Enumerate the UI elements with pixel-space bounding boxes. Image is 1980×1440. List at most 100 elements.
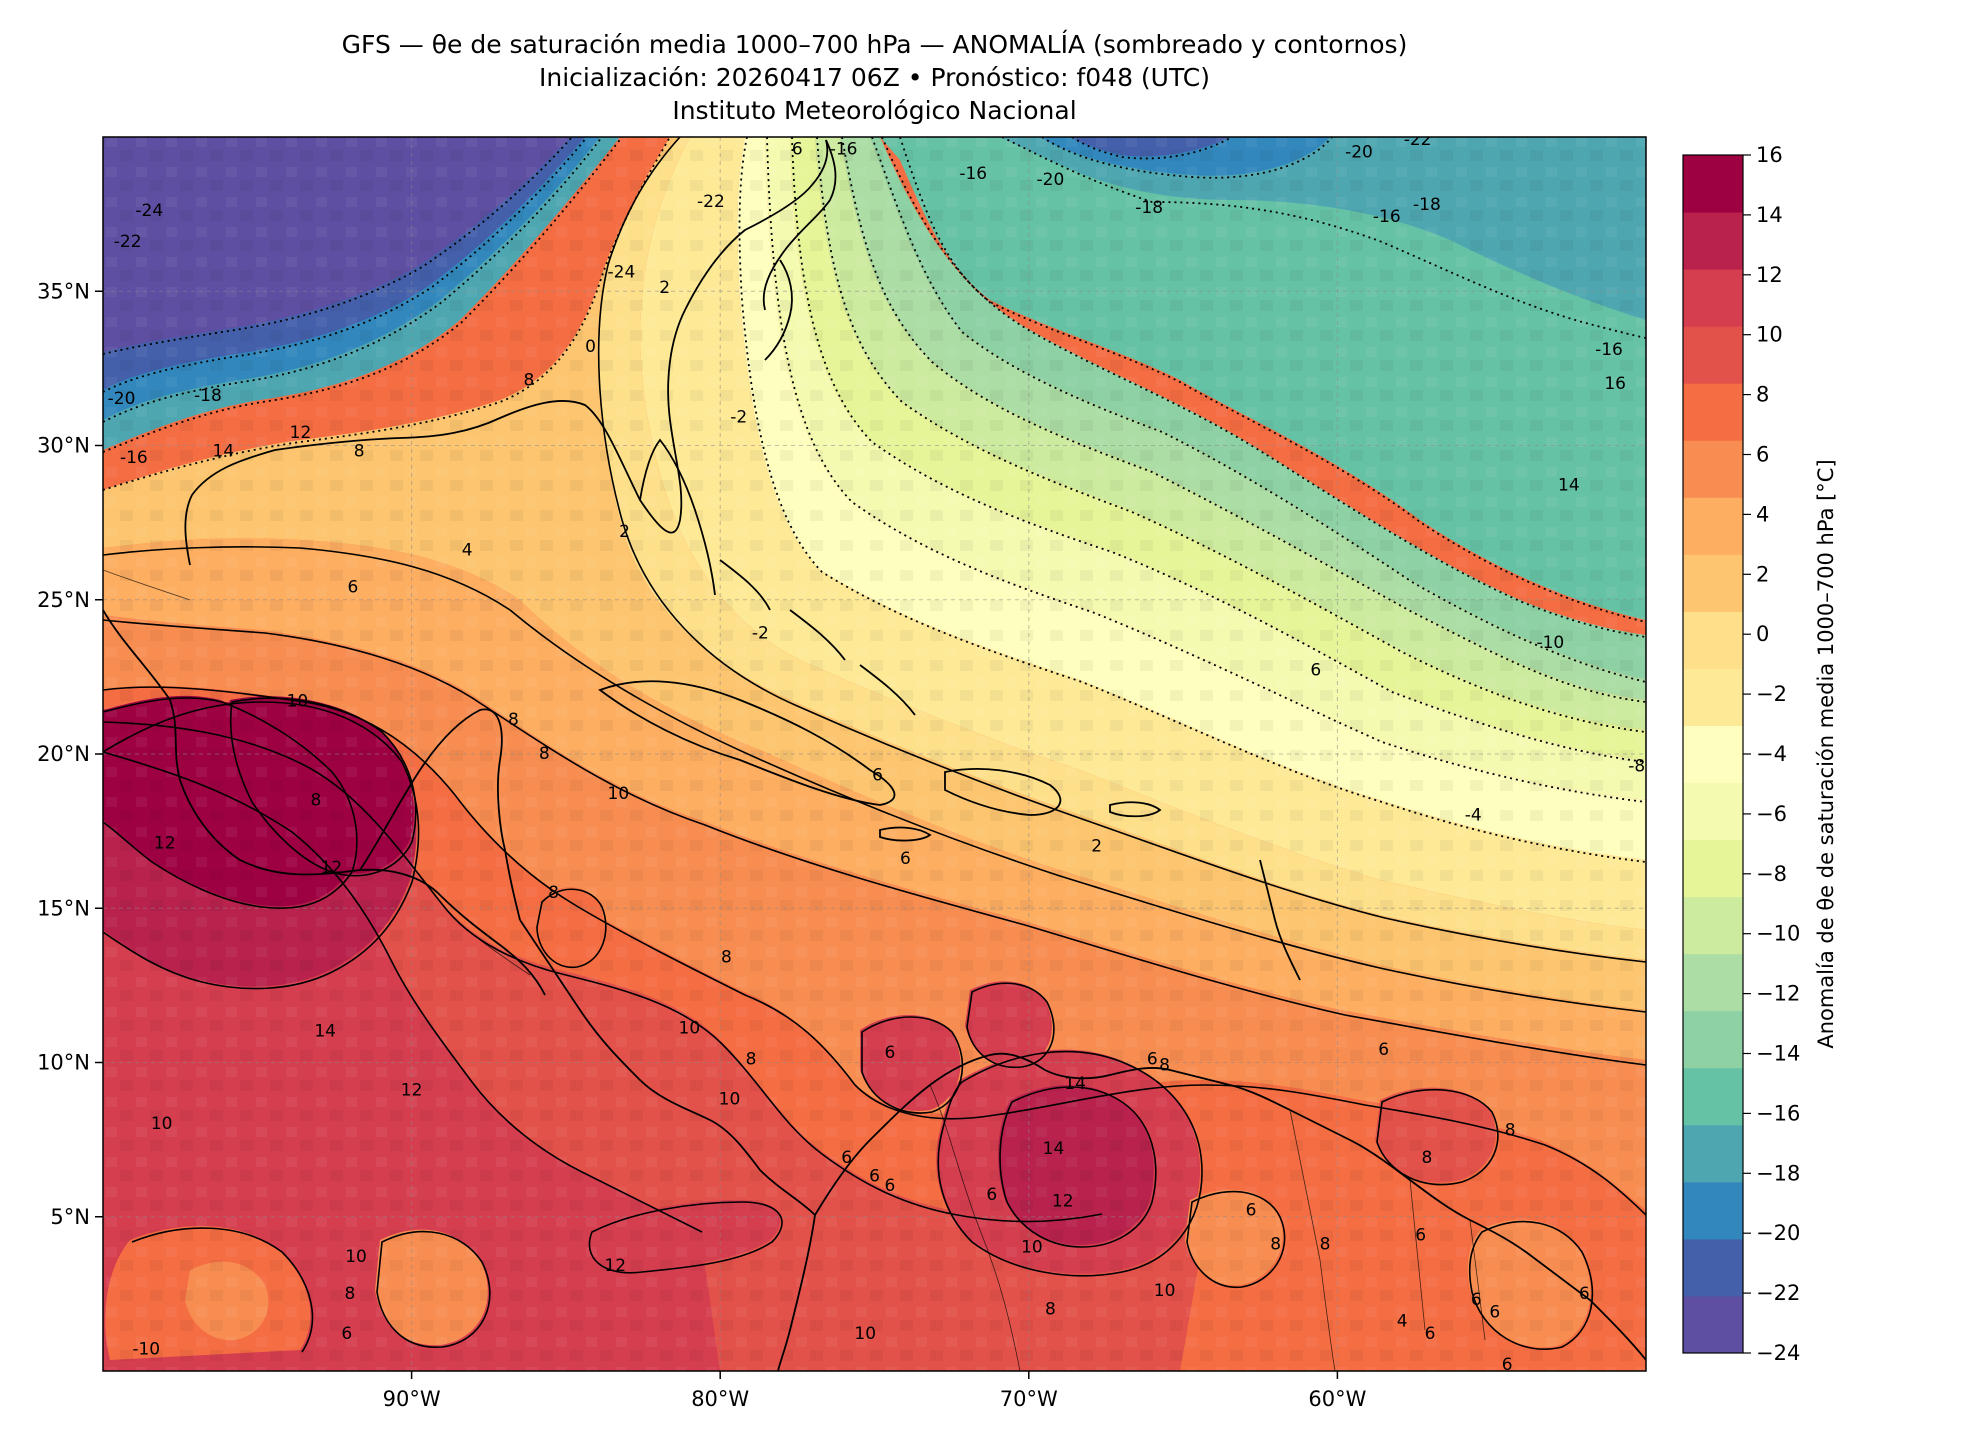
contour-label: 6 bbox=[1579, 1284, 1590, 1304]
negative-contour-lines bbox=[103, 137, 1646, 863]
contour-label: 10 bbox=[679, 1019, 701, 1039]
contour-label: -16 bbox=[959, 164, 987, 184]
contour-label: 2 bbox=[659, 278, 670, 298]
contour-label: -16 bbox=[120, 448, 148, 468]
coast-hispaniola bbox=[944, 768, 1062, 816]
colorbar: −24−22−20−18−16−14−12−10−8−6−4−202468101… bbox=[1682, 143, 1800, 1365]
x-tick-label: 80°W bbox=[691, 1387, 749, 1411]
contour-plus-10 bbox=[103, 751, 703, 1233]
contour-label: 12 bbox=[154, 833, 176, 853]
y-tick-label: 25°N bbox=[37, 588, 90, 612]
contour-label: -18 bbox=[194, 386, 222, 406]
contour-label: 12 bbox=[321, 858, 343, 878]
contour-label: 6 bbox=[900, 849, 911, 869]
coast-puerto-rico bbox=[1109, 801, 1162, 818]
colorbar-swatch bbox=[1683, 155, 1743, 213]
contour-label: -18 bbox=[1413, 195, 1441, 215]
contour-label: 10 bbox=[287, 692, 309, 712]
contour-label: -22 bbox=[1404, 130, 1432, 150]
contour-label: 12 bbox=[1052, 1191, 1074, 1211]
contour-label: 14 bbox=[213, 442, 235, 462]
colorbar-tick-label: 16 bbox=[1756, 143, 1783, 167]
contour-label: 6 bbox=[872, 766, 883, 786]
x-tick-label: 70°W bbox=[1000, 1387, 1058, 1411]
contour-label: 6 bbox=[1425, 1324, 1436, 1344]
contour-plus-6-pac bbox=[131, 1227, 314, 1353]
title-line-2: Inicialización: 20260417 06Z • Pronóstic… bbox=[539, 63, 1210, 92]
colorbar-tick-label: −6 bbox=[1756, 802, 1787, 826]
contour-label: 8 bbox=[721, 948, 732, 968]
colorbar-tick-label: 12 bbox=[1756, 263, 1783, 287]
colorbar-swatch bbox=[1683, 839, 1743, 898]
contour-label: 8 bbox=[1045, 1299, 1056, 1319]
border-us-mexico bbox=[103, 569, 191, 601]
contour-minus-18-nw bbox=[103, 137, 603, 423]
y-tick-label: 5°N bbox=[50, 1205, 90, 1229]
contour-label: -24 bbox=[135, 201, 163, 221]
contour-label: -16 bbox=[830, 139, 858, 159]
colorbar-swatch bbox=[1683, 1124, 1743, 1183]
contour-label: -10 bbox=[132, 1339, 160, 1359]
colorbar-tick-label: 8 bbox=[1756, 383, 1769, 407]
contour-label: 6 bbox=[1310, 661, 1321, 681]
colorbar-swatch bbox=[1683, 554, 1743, 612]
coast-florida bbox=[639, 438, 716, 596]
contour-zero bbox=[103, 546, 1646, 1013]
colorbar-tick-label: 4 bbox=[1756, 502, 1769, 526]
border-suriname-guiana bbox=[1469, 1219, 1486, 1341]
border-guyana-suriname bbox=[1409, 1179, 1426, 1331]
coast-bahamas-1 bbox=[719, 559, 771, 611]
contour-label: -16 bbox=[1373, 207, 1401, 227]
contour-label: -2 bbox=[752, 624, 769, 644]
colorbar-tick-label: −2 bbox=[1756, 682, 1787, 706]
contour-label: 8 bbox=[1421, 1148, 1432, 1168]
contour-label: 8 bbox=[508, 710, 519, 730]
contour-label: 6 bbox=[986, 1185, 997, 1205]
colorbar-swatch bbox=[1683, 896, 1743, 955]
colorbar-swatch bbox=[1683, 1010, 1743, 1069]
contour-label: 8 bbox=[1159, 1056, 1170, 1076]
contour-label: -20 bbox=[1037, 170, 1065, 190]
contour-label: -18 bbox=[1135, 198, 1163, 218]
contour-label: 14 bbox=[1558, 476, 1580, 496]
colorbar-tick-label: −10 bbox=[1756, 922, 1800, 946]
y-tick-label: 30°N bbox=[37, 434, 90, 458]
figure-title: GFS — θe de saturación media 1000–700 hP… bbox=[103, 28, 1646, 127]
contour-plus-8-gulf bbox=[536, 888, 607, 968]
contour-plus-10-sa3 bbox=[966, 982, 1055, 1069]
colorbar-swatch bbox=[1683, 782, 1743, 841]
coast-antilles bbox=[1259, 859, 1301, 981]
contour-label: 8 bbox=[1320, 1235, 1331, 1255]
contour-label: 2 bbox=[619, 522, 630, 542]
colorbar-tick-label: 0 bbox=[1756, 622, 1769, 646]
colorbar-tick-label: −20 bbox=[1756, 1221, 1800, 1245]
contour-label: 6 bbox=[1489, 1302, 1500, 1322]
colorbar-tick-label: −22 bbox=[1756, 1281, 1800, 1305]
x-tick-label: 90°W bbox=[383, 1387, 441, 1411]
coast-jamaica bbox=[879, 826, 932, 842]
contour-label: 4 bbox=[1397, 1312, 1408, 1332]
contour-plus-4-pac bbox=[376, 1230, 491, 1348]
coast-sa-pacific bbox=[777, 1214, 816, 1371]
contour-plus-14-sa bbox=[999, 1086, 1157, 1248]
contour-minus-4 bbox=[766, 137, 1646, 803]
coast-cuba bbox=[598, 680, 896, 806]
contour-label: -20 bbox=[108, 389, 136, 409]
contour-minus-8 bbox=[816, 137, 1646, 733]
colorbar-tick-label: −4 bbox=[1756, 742, 1787, 766]
contour-label: -22 bbox=[114, 232, 142, 252]
contour-label: -10 bbox=[1536, 633, 1564, 653]
colorbar-tick-label: −18 bbox=[1756, 1161, 1800, 1185]
contour-minus-10 bbox=[841, 137, 1646, 703]
contour-label: 6 bbox=[1471, 1290, 1482, 1310]
contour-label: 6 bbox=[348, 577, 359, 597]
contour-label: 14 bbox=[314, 1022, 336, 1042]
contour-plus-12-sa bbox=[937, 1050, 1203, 1277]
colorbar-swatch bbox=[1683, 953, 1743, 1012]
contour-minus-16-nw bbox=[103, 137, 623, 453]
anomaly-shading bbox=[103, 137, 1646, 1371]
y-axis: 35°N 30°N 25°N 20°N 15°N 10°N 5°N bbox=[37, 279, 103, 1229]
colorbar-swatch bbox=[1683, 611, 1743, 669]
contour-label: 6 bbox=[885, 1176, 896, 1196]
